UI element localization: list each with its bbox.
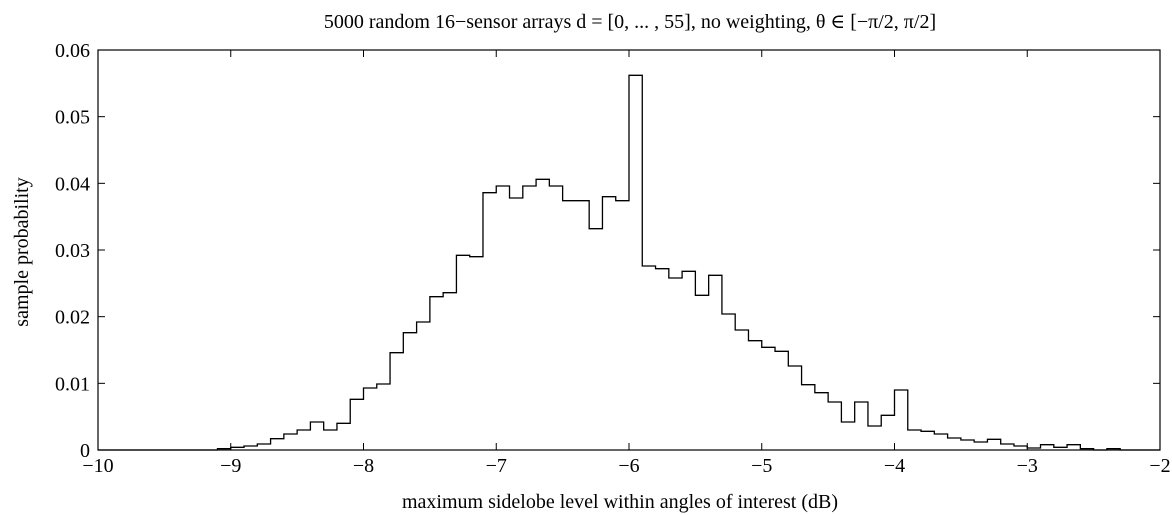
x-tick-label: −8: [353, 455, 374, 477]
histogram-bar: [284, 434, 297, 450]
y-tick-label: 0.05: [55, 107, 90, 129]
histogram-bar: [470, 257, 483, 450]
x-tick-label: −10: [82, 455, 113, 477]
histogram-bar: [430, 297, 443, 450]
histogram-bar: [456, 255, 469, 450]
x-tick-label: −2: [1149, 455, 1170, 477]
y-tick-label: 0.06: [55, 40, 90, 62]
histogram-bar: [934, 434, 947, 450]
histogram-bar: [563, 201, 576, 450]
y-axis-label: sample probability: [11, 177, 33, 326]
histogram-bar: [496, 186, 509, 450]
x-tick-label: −9: [220, 455, 241, 477]
histogram-bar: [350, 399, 363, 450]
x-tick-label: −5: [751, 455, 772, 477]
x-tick-label: −6: [618, 455, 639, 477]
x-axis-label: maximum sidelobe level within angles of …: [402, 491, 838, 513]
histogram-bar: [403, 333, 416, 450]
histogram-bar: [576, 201, 589, 450]
histogram-outline: [98, 74, 1160, 451]
histogram-bar: [895, 390, 908, 450]
y-tick-label: 0.01: [55, 373, 90, 395]
chart-title: 5000 random 16−sensor arrays d = [0, ...…: [324, 11, 936, 33]
histogram-bar: [815, 393, 828, 450]
histogram-bar: [775, 351, 788, 450]
histogram-bar: [881, 415, 894, 450]
histogram-bar: [297, 430, 310, 450]
histogram-bar: [337, 423, 350, 450]
histogram-bar: [1041, 445, 1054, 450]
histogram-bar: [629, 75, 642, 450]
histogram-bar: [589, 229, 602, 450]
histogram-bar: [417, 322, 430, 450]
histogram-bar: [974, 442, 987, 450]
histogram-bar: [682, 271, 695, 450]
histogram-bar: [855, 402, 868, 450]
histogram-bar: [948, 438, 961, 450]
histogram-bar: [802, 385, 815, 450]
histogram-bar: [987, 439, 1000, 450]
histogram-bar: [828, 402, 841, 450]
histogram-bar: [257, 444, 270, 450]
histogram-bar: [1067, 445, 1080, 450]
histogram-bar: [961, 440, 974, 450]
histogram-bar: [324, 430, 337, 450]
histogram-bar: [695, 295, 708, 450]
x-tick-label: −3: [1017, 455, 1038, 477]
y-tick-label: 0.02: [55, 307, 90, 329]
histogram-bar: [735, 330, 748, 450]
x-tick-label: −4: [884, 455, 905, 477]
histogram-bar: [841, 422, 854, 450]
histogram-bar: [443, 293, 456, 450]
histogram-bar: [788, 366, 801, 450]
histogram-bar: [669, 278, 682, 450]
histogram-bar: [616, 201, 629, 450]
y-tick-label: 0.04: [55, 173, 90, 195]
histogram-bar: [271, 439, 284, 450]
histogram-bar: [483, 193, 496, 450]
histogram-bar: [748, 341, 761, 450]
histogram-bar: [1001, 444, 1014, 450]
histogram-bar: [656, 269, 669, 450]
histogram-bar: [722, 314, 735, 450]
histogram-bar: [523, 186, 536, 450]
histogram-bar: [908, 430, 921, 450]
histogram-bar: [377, 384, 390, 450]
histogram-bar: [549, 186, 562, 450]
histogram-bar: [310, 422, 323, 450]
histogram-bar: [390, 353, 403, 450]
histogram-bar: [709, 275, 722, 450]
histogram-bar: [762, 347, 775, 450]
y-tick-label: 0: [80, 440, 90, 462]
x-tick-label: −7: [486, 455, 507, 477]
histogram-bar: [364, 388, 377, 450]
histogram-bar: [536, 179, 549, 450]
y-tick-label: 0.03: [55, 240, 90, 262]
histogram-bar: [602, 197, 615, 450]
histogram-bar: [510, 198, 523, 450]
histogram-bar: [921, 431, 934, 450]
histogram-bar: [642, 266, 655, 450]
histogram-bar: [868, 426, 881, 450]
plot-area: −10 −9 −8 −7 −6 −5 −4 −3 −2 0 0.01 0.02 0.03 0.04 0.05…: [55, 40, 1171, 477]
